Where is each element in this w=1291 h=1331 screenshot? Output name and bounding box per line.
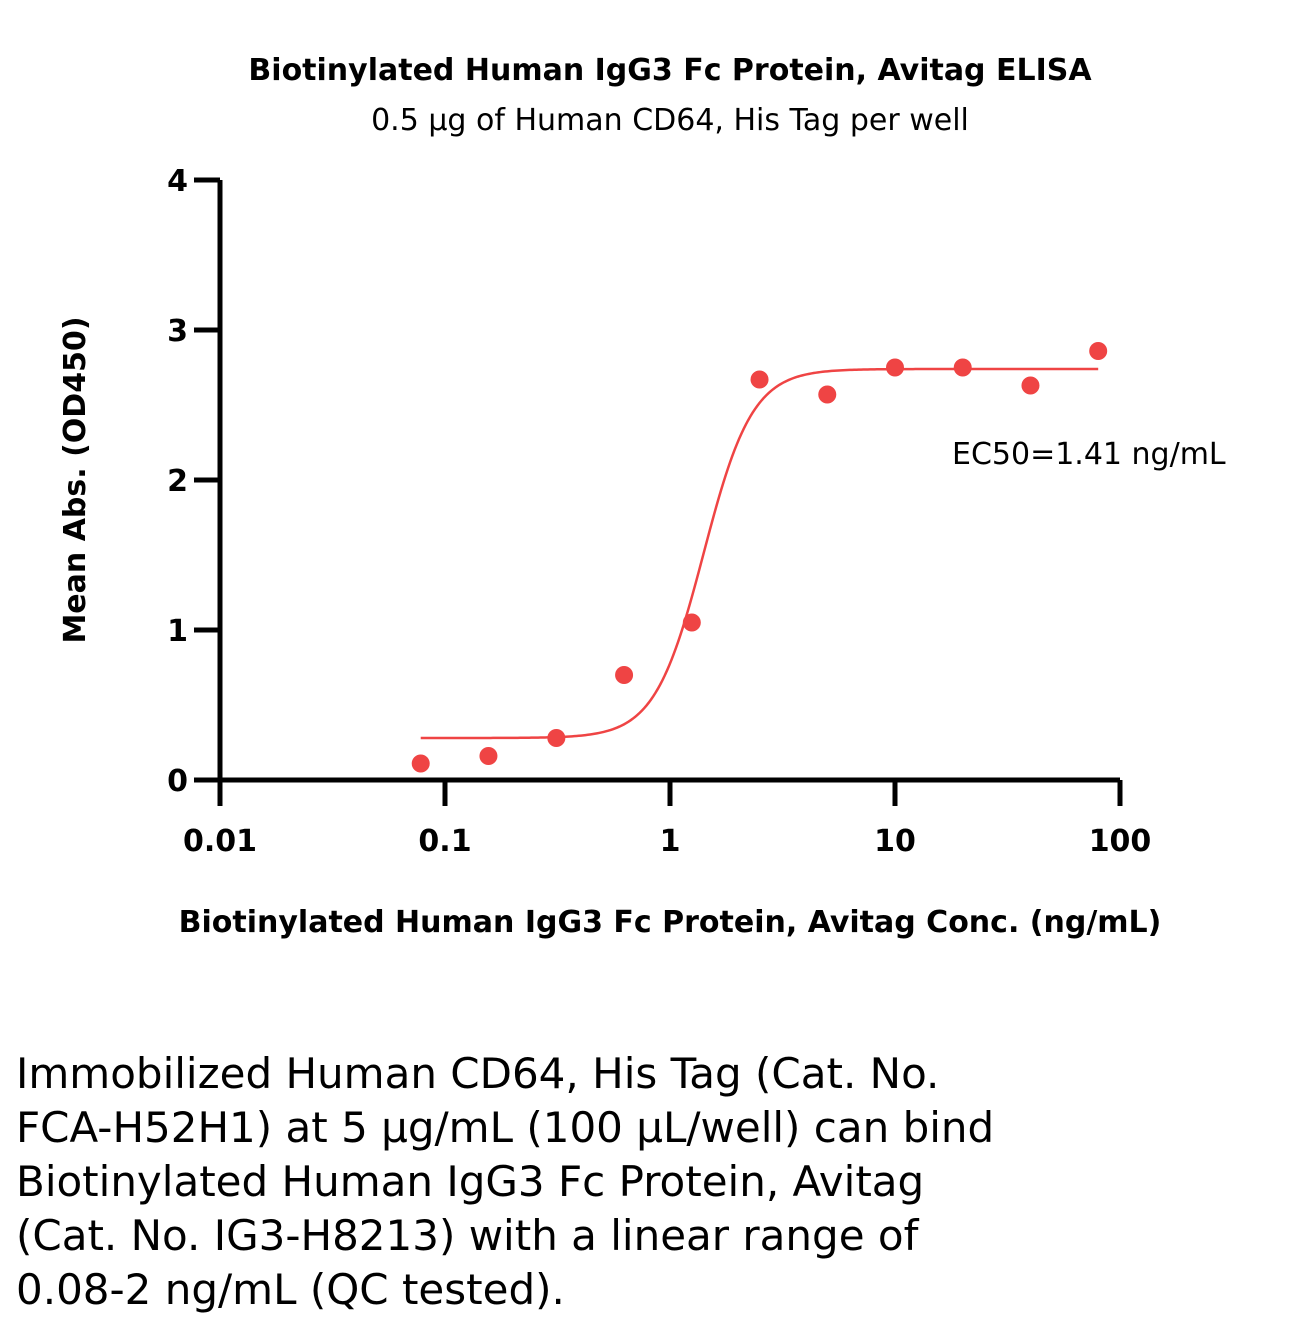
x-tick-label: 0.01 (183, 824, 257, 859)
data-point (750, 370, 769, 389)
x-tick-label: 10 (874, 824, 916, 859)
caption-line: FCA-H52H1) at 5 μg/mL (100 μL/well) can … (16, 1103, 995, 1152)
y-tick-label: 2 (167, 464, 188, 499)
x-axis-label: Biotinylated Human IgG3 Fc Protein, Avit… (179, 905, 1162, 940)
data-point (682, 613, 701, 632)
caption-line: Immobilized Human CD64, His Tag (Cat. No… (16, 1049, 940, 1098)
elisa-chart: Biotinylated Human IgG3 Fc Protein, Avit… (58, 53, 1226, 940)
y-tick-label: 0 (167, 764, 188, 799)
y-axis-label: Mean Abs. (OD450) (58, 316, 93, 643)
fit-curve (420, 367, 1099, 740)
y-tick-label: 4 (167, 164, 188, 199)
data-point (953, 358, 972, 377)
x-tick-label: 1 (660, 824, 681, 859)
chart-subtitle: 0.5 μg of Human CD64, His Tag per well (371, 103, 969, 138)
x-tick-label: 100 (1089, 824, 1152, 859)
caption-line: Biotinylated Human IgG3 Fc Protein, Avit… (16, 1157, 925, 1206)
data-points-layer (411, 342, 1108, 773)
caption-line: (Cat. No. IG3-H8213) with a linear range… (16, 1211, 919, 1260)
data-point (615, 666, 634, 684)
chart-title: Biotinylated Human IgG3 Fc Protein, Avit… (248, 53, 1092, 88)
x-tick-label: 0.1 (418, 824, 471, 859)
axes: 0 1 2 3 4 0.01 0.1 1 10 100 (167, 164, 1151, 859)
fit-curve-layer (420, 367, 1099, 740)
data-point (886, 358, 904, 377)
caption-line: 0.08-2 ng/mL (QC tested). (16, 1265, 565, 1314)
data-point (1089, 342, 1108, 360)
data-point (818, 385, 837, 404)
data-point (547, 729, 566, 747)
y-tick-label: 3 (167, 314, 188, 349)
data-point (411, 754, 430, 773)
data-point (479, 747, 498, 765)
data-point (1021, 376, 1040, 395)
caption: Immobilized Human CD64, His Tag (Cat. No… (16, 1047, 1256, 1317)
ec50-annotation: EC50=1.41 ng/mL (952, 437, 1226, 472)
y-tick-label: 1 (167, 614, 188, 649)
